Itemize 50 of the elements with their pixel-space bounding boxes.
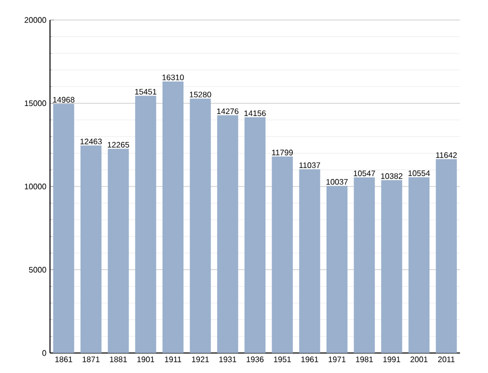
y-tick-label: 0 (42, 350, 46, 356)
bar (326, 186, 348, 353)
data-label: 12265 (108, 142, 130, 148)
data-label: 11037 (299, 162, 320, 168)
data-label: 10554 (408, 170, 430, 176)
bar (381, 180, 402, 353)
bar (108, 148, 129, 353)
bar (354, 177, 375, 353)
x-tick-label: 1936 (246, 356, 264, 362)
x-tick-label: 1961 (301, 356, 318, 362)
data-label: 12463 (80, 138, 102, 144)
data-label: 14968 (53, 96, 74, 103)
bar (408, 177, 430, 353)
data-label: 16310 (162, 74, 184, 80)
bar (162, 81, 184, 353)
y-tick-label: 10000 (24, 184, 46, 190)
bar (190, 98, 211, 353)
x-tick-label: 1921 (192, 356, 209, 362)
bar (244, 117, 266, 353)
bar (217, 115, 238, 353)
x-tick-label: 1981 (356, 356, 373, 362)
y-tick-label: 20000 (24, 17, 46, 23)
x-tick-label: 1911 (165, 356, 182, 362)
y-tick-label: 15000 (24, 100, 46, 106)
x-tick-label: 2011 (438, 356, 455, 362)
bar (135, 96, 156, 353)
y-tick-label: 5000 (28, 266, 46, 273)
bar (53, 104, 74, 353)
bar (80, 145, 102, 353)
bar (436, 159, 457, 353)
data-label: 10382 (381, 173, 402, 179)
data-label: 14276 (217, 108, 238, 114)
x-tick-label: 2001 (410, 356, 428, 362)
x-tick-label: 1901 (137, 356, 154, 362)
x-tick-label: 1871 (82, 356, 100, 362)
data-label: 14156 (244, 110, 266, 116)
x-tick-label: 1971 (328, 356, 346, 362)
x-tick-label: 1951 (274, 356, 291, 362)
data-label: 11642 (436, 152, 457, 158)
data-label: 15451 (135, 88, 156, 95)
x-tick-label: 1991 (383, 356, 400, 362)
x-tick-label: 1861 (55, 356, 72, 362)
bar (299, 169, 320, 353)
data-label: 10037 (326, 179, 348, 185)
x-tick-label: 1881 (110, 356, 127, 362)
data-label: 11799 (272, 150, 293, 156)
data-label: 10547 (354, 170, 376, 176)
x-tick-label: 1931 (219, 356, 236, 362)
bar (272, 156, 293, 353)
data-label: 15280 (190, 92, 212, 98)
